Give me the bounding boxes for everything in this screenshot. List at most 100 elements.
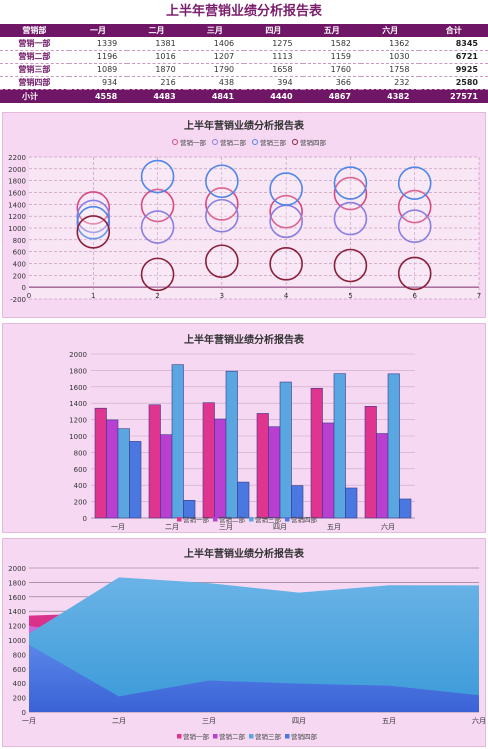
y-tick-label: 1000	[69, 433, 87, 441]
data-point	[269, 172, 303, 206]
table-cell: 1406	[185, 37, 245, 51]
table-cell: 394	[244, 76, 303, 90]
legend-marker	[213, 517, 218, 522]
y-tick-label: 1200	[69, 417, 87, 425]
y-tick-label: 2000	[69, 351, 87, 359]
x-tick-label: 4	[284, 292, 289, 300]
row-sum: 8345	[419, 37, 488, 51]
data-point	[205, 244, 239, 279]
data-point	[76, 205, 111, 240]
bar	[333, 373, 346, 519]
x-tick-label: 一月	[111, 523, 125, 531]
data-point	[269, 204, 303, 239]
bar	[183, 499, 196, 519]
y-tick-label: 600	[13, 249, 26, 257]
legend-marker	[213, 734, 218, 739]
y-tick-label: 1400	[8, 608, 26, 616]
y-tick-label: 2200	[8, 154, 26, 162]
table-row: 营销二部 1196 1016 1207 1113 1159 1030 6721	[0, 50, 488, 64]
table-header-row: 营销部 一月 二月 三月 四月 五月 六月 合计	[0, 24, 488, 37]
month-header: 五月	[302, 24, 361, 37]
bar	[322, 422, 335, 519]
sales-table: 营销部 一月 二月 三月 四月 五月 六月 合计 营销一部 1339 1381 …	[0, 24, 488, 103]
table-cell: 438	[185, 76, 245, 90]
x-tick-label: 二月	[165, 523, 179, 531]
legend-label: 营销二部	[219, 732, 246, 741]
bar	[268, 426, 281, 519]
row-sum: 6721	[419, 50, 488, 64]
table-cell: 1758	[361, 63, 420, 77]
bar	[310, 387, 323, 519]
table-cell: 1030	[361, 50, 420, 64]
bar	[202, 402, 215, 519]
x-tick-label: 六月	[381, 522, 395, 531]
y-tick-label: 200	[13, 695, 26, 703]
bar	[387, 373, 400, 519]
y-tick-label: 1400	[69, 400, 87, 408]
bar	[237, 481, 250, 519]
subtotal-label: 小计	[0, 89, 69, 103]
bar	[171, 364, 184, 519]
table-cell: 232	[361, 76, 420, 90]
data-point	[333, 166, 368, 200]
y-tick-label: 1000	[8, 637, 26, 645]
table-cell: 1339	[68, 37, 128, 51]
x-tick-label: 3	[220, 292, 224, 300]
bar	[345, 487, 358, 519]
bar	[364, 406, 377, 519]
y-tick-label: 200	[74, 499, 87, 507]
legend-marker	[212, 139, 218, 145]
legend-label: 营销一部	[180, 138, 207, 147]
data-point	[205, 164, 239, 199]
subtotal-cell: 4867	[302, 89, 361, 103]
table-cell: 1275	[244, 37, 303, 51]
data-point	[140, 159, 175, 194]
x-tick-label: 二月	[112, 717, 126, 725]
legend-marker	[292, 139, 298, 145]
legend-marker	[252, 139, 258, 145]
x-tick-label: 6	[412, 292, 417, 300]
y-tick-label: 1600	[69, 384, 87, 392]
bar	[148, 404, 161, 519]
data-point	[397, 209, 432, 244]
y-tick-label: -200	[10, 296, 26, 304]
y-tick-label: 800	[13, 651, 26, 659]
y-tick-label: 2000	[8, 565, 26, 573]
y-tick-label: 600	[74, 466, 87, 474]
y-tick-label: 0	[83, 515, 87, 523]
table-cell: 1760	[302, 63, 361, 77]
report-title: 上半年营销业绩分析报告表	[165, 4, 322, 19]
corner-header: 营销部	[0, 24, 69, 37]
row-sum: 9925	[419, 63, 488, 77]
dept-name: 营销二部	[0, 50, 69, 64]
table-cell: 1089	[68, 63, 128, 77]
x-tick-label: 5	[348, 292, 352, 300]
bar	[117, 428, 130, 519]
area-series	[29, 577, 479, 712]
y-tick-label: 1600	[8, 594, 26, 602]
table-cell: 1658	[244, 63, 303, 77]
total-header: 合计	[419, 24, 488, 37]
dept-name: 营销一部	[0, 37, 69, 51]
subtotal-cell: 4558	[68, 89, 128, 103]
table-cell: 1790	[185, 63, 245, 77]
y-tick-label: 2000	[8, 166, 26, 174]
legend-label: 营销四部	[300, 138, 327, 147]
subtotal-sum: 27571	[419, 89, 488, 103]
y-tick-label: 600	[13, 666, 26, 674]
bar	[160, 434, 173, 519]
x-tick-label: 三月	[219, 523, 233, 531]
data-point	[397, 189, 432, 224]
bar	[214, 418, 227, 519]
table-cell: 1016	[127, 50, 186, 64]
x-tick-label: 四月	[273, 523, 287, 531]
y-tick-label: 400	[74, 482, 87, 490]
legend-label: 营销一部	[183, 732, 210, 741]
table-cell: 1870	[127, 63, 186, 77]
x-tick-label: 7	[477, 292, 481, 300]
legend-marker	[172, 139, 178, 145]
legend-marker	[177, 517, 182, 522]
data-point	[397, 166, 432, 200]
x-tick-label: 五月	[327, 523, 341, 531]
table-cell: 1159	[302, 50, 361, 64]
